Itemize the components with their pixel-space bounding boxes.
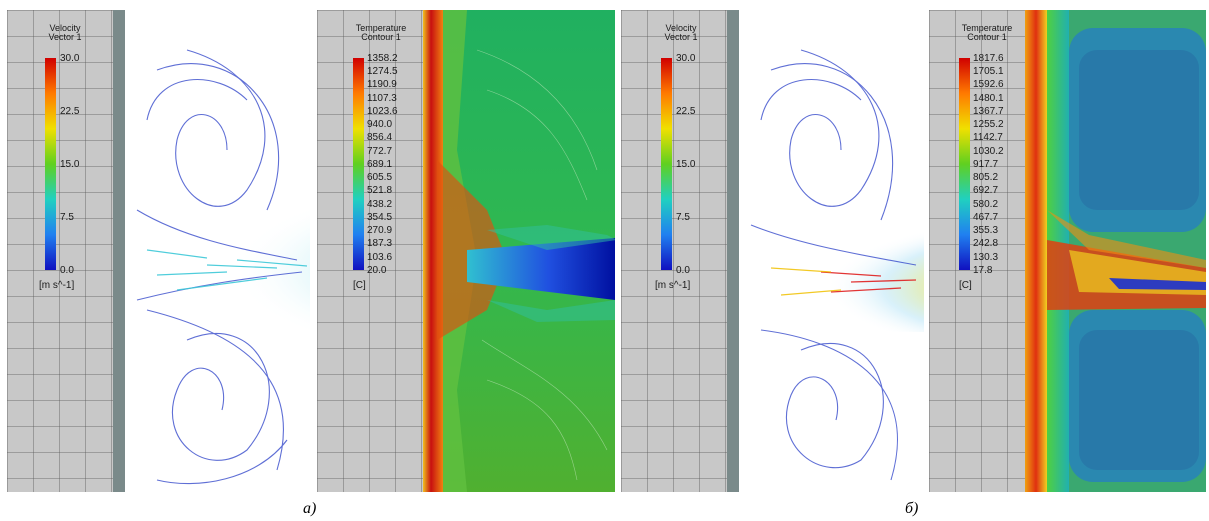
legend-tick: 772.7 [367,146,393,157]
legend-tick: 1274.5 [367,66,398,77]
legend-tick: 1190.9 [367,79,397,90]
legend-tick: 856.4 [367,132,393,143]
legend-tick: 17.8 [973,265,993,276]
legend-tick: 22.5 [60,106,80,117]
legend-tick: 605.5 [367,172,393,183]
legend-tick: 1817.6 [973,53,1004,64]
legend-tick: 1592.6 [973,79,1004,90]
legend-tick: 1255.2 [973,119,1004,130]
legend-tick: 917.7 [973,159,999,170]
legend-tick: 1367.7 [973,106,1004,117]
legend-tick: 689.1 [367,159,393,170]
legend-unit: [m s^-1] [655,280,691,291]
legend-tick: 0.0 [60,265,74,276]
legend-tick: 242.8 [973,238,999,249]
temperature-field-image-a [317,10,615,492]
temperature-panel-b: Temperature Contour 1 1817.6 1705.1 1592.… [929,10,1206,492]
legend-tick: 187.3 [367,238,393,249]
legend-tick: 7.5 [676,212,690,223]
legend-title: Temperature Contour 1 [961,23,1013,42]
velocity-panel-a: Velocity Vector 1 30.0 22.5 15.0 7.5 0.0 … [7,10,310,492]
legend-tick: 0.0 [676,265,690,276]
legend-title: Temperature Contour 1 [355,23,407,42]
legend-tick: 1705.1 [973,66,1004,77]
temperature-legend-a: Temperature Contour 1 1358.2 1274.5 1190.… [351,24,421,324]
legend-tick: 1480.1 [973,93,1004,104]
legend-tick: 521.8 [367,185,393,196]
legend-tick: 692.7 [973,185,999,196]
velocity-legend-b: Velocity Vector 1 30.0 22.5 15.0 7.5 0.0 … [651,24,711,324]
legend-title: Velocity Vector 1 [48,23,82,42]
legend-tick: 30.0 [676,53,696,64]
legend-tick: 270.9 [367,225,393,236]
legend-tick: 467.7 [973,212,999,223]
legend-colorbar [353,58,364,270]
caption-b: б) [905,500,919,517]
legend-tick: 355.3 [973,225,999,236]
legend-unit: [m s^-1] [39,280,75,291]
legend-tick: 130.3 [973,252,999,263]
legend-tick: 20.0 [367,265,387,276]
velocity-panel-b: Velocity Vector 1 30.0 22.5 15.0 7.5 0.0 … [621,10,924,492]
legend-tick: 438.2 [367,199,393,210]
legend-tick: 22.5 [676,106,696,117]
legend-colorbar [45,58,56,270]
legend-tick: 15.0 [676,159,696,170]
velocity-field-image-a [7,10,310,492]
legend-tick: 103.6 [367,252,393,263]
legend-tick: 1142.7 [973,132,1003,143]
velocity-field-image-b [621,10,924,492]
legend-colorbar [661,58,672,270]
temperature-panel-a: Temperature Contour 1 1358.2 1274.5 1190.… [317,10,615,492]
legend-tick: 30.0 [60,53,80,64]
legend-tick: 1023.6 [367,106,398,117]
legend-tick: 1107.3 [367,93,397,104]
legend-tick: 7.5 [60,212,74,223]
legend-tick: 354.5 [367,212,393,223]
legend-tick: 15.0 [60,159,80,170]
velocity-legend-a: Velocity Vector 1 30.0 22.5 15.0 7.5 0.0 … [35,24,95,324]
legend-tick: 940.0 [367,119,393,130]
legend-unit: [C] [959,280,972,291]
legend-unit: [C] [353,280,366,291]
legend-tick: 580.2 [973,199,999,210]
legend-title: Velocity Vector 1 [664,23,698,42]
temperature-legend-b: Temperature Contour 1 1817.6 1705.1 1592.… [957,24,1027,324]
legend-tick: 805.2 [973,172,999,183]
legend-colorbar [959,58,970,270]
legend-tick: 1030.2 [973,146,1004,157]
caption-a: а) [303,500,317,517]
legend-tick: 1358.2 [367,53,398,64]
temperature-field-image-b [929,10,1206,492]
